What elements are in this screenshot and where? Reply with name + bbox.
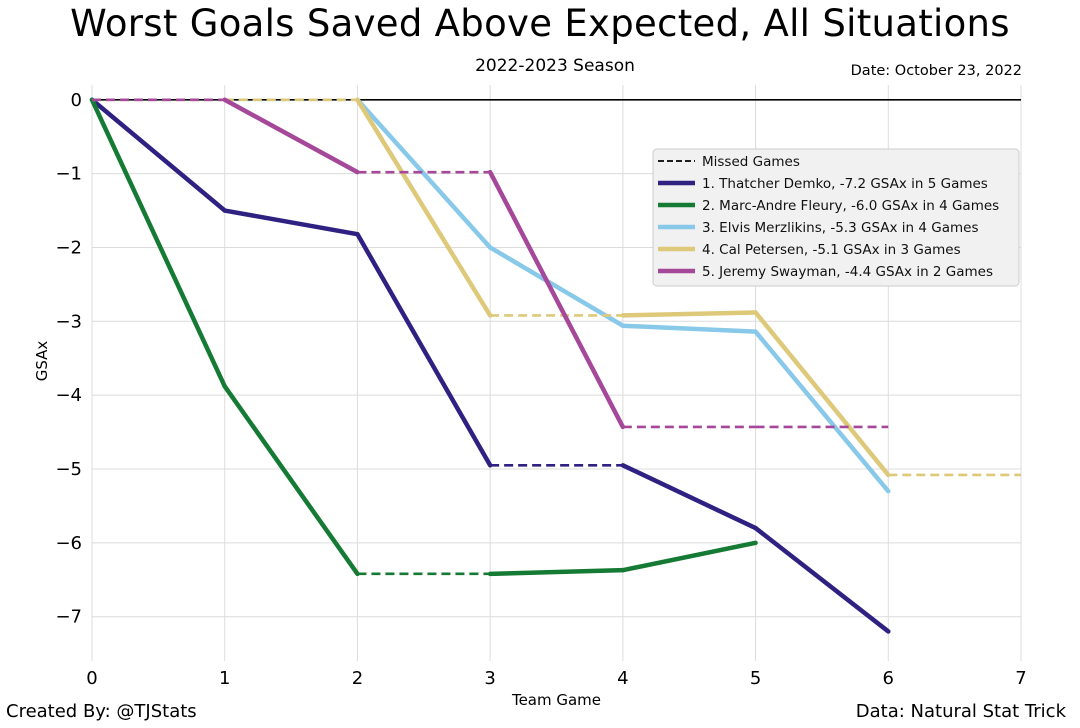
played-game-segment (355, 231, 493, 468)
legend-missed-label: Missed Games (702, 154, 800, 170)
x-tick-label: 0 (86, 668, 97, 689)
y-tick-label: −1 (55, 164, 82, 185)
legend: Missed Games 1. Thatcher Demko, -7.2 GSA… (652, 148, 1020, 287)
legend-box (652, 148, 1020, 287)
chart-title: Worst Goals Saved Above Expected, All Si… (70, 2, 1010, 45)
played-game-segment (620, 540, 758, 573)
x-tick-label: 2 (352, 668, 363, 689)
legend-label: 4. Cal Petersen, -5.1 GSAx in 3 Games (702, 242, 961, 258)
played-game-segment (222, 208, 360, 237)
y-tick-label: −6 (55, 533, 82, 554)
x-axis-label: Team Game (511, 691, 601, 709)
played-game-segment (620, 310, 758, 318)
y-tick-label: −3 (55, 311, 82, 332)
series-1 (89, 97, 891, 634)
x-tick-label: 6 (883, 668, 894, 689)
played-game-segment (487, 567, 626, 577)
credit-left: Created By: @TJStats (6, 701, 197, 722)
played-game-segment (753, 310, 891, 478)
credit-right: Data: Natural Stat Trick (855, 701, 1066, 722)
played-game-segment (487, 169, 626, 430)
y-tick-label: 0 (71, 90, 82, 111)
date-label: Date: October 23, 2022 (850, 63, 1022, 79)
x-tick-label: 7 (1015, 668, 1026, 689)
series-2 (89, 97, 758, 577)
played-game-segment (620, 323, 758, 334)
played-game-segment (620, 463, 758, 531)
x-tick-label: 5 (750, 668, 761, 689)
x-tick-label: 4 (617, 668, 628, 689)
played-game-segment (89, 97, 227, 389)
series-layer (89, 97, 1021, 634)
y-tick-label: −7 (55, 607, 82, 628)
series-5 (92, 97, 889, 430)
played-game-segment (355, 97, 493, 318)
x-tick-label: 3 (484, 668, 495, 689)
legend-items: 1. Thatcher Demko, -7.2 GSAx in 5 Games 2… (658, 176, 999, 280)
y-tick-label: −5 (55, 459, 82, 480)
y-axis-label: GSAx (33, 341, 51, 382)
legend-label: 2. Marc-Andre Fleury, -6.0 GSAx in 4 Gam… (702, 198, 999, 214)
played-game-segment (89, 97, 227, 213)
played-game-segment (753, 525, 891, 634)
y-tick-label: −4 (55, 385, 82, 406)
played-game-segment (487, 245, 626, 328)
y-tick-label: −2 (55, 237, 82, 258)
x-tick-label: 1 (219, 668, 230, 689)
chart-subtitle: 2022-2023 Season (475, 56, 635, 76)
played-game-segment (222, 384, 360, 577)
played-game-segment (222, 97, 360, 175)
legend-label: 5. Jeremy Swayman, -4.4 GSAx in 2 Games (702, 264, 993, 280)
played-game-segment (753, 329, 891, 494)
played-game-segment (355, 97, 493, 250)
tick-labels: 0 1 2 3 4 5 6 7 0 −1 −2 −3 −4 −5 −6 −7 (55, 90, 1026, 689)
legend-label: 3. Elvis Merzlikins, -5.3 GSAx in 4 Game… (702, 220, 978, 236)
legend-label: 1. Thatcher Demko, -7.2 GSAx in 5 Games (702, 176, 988, 192)
